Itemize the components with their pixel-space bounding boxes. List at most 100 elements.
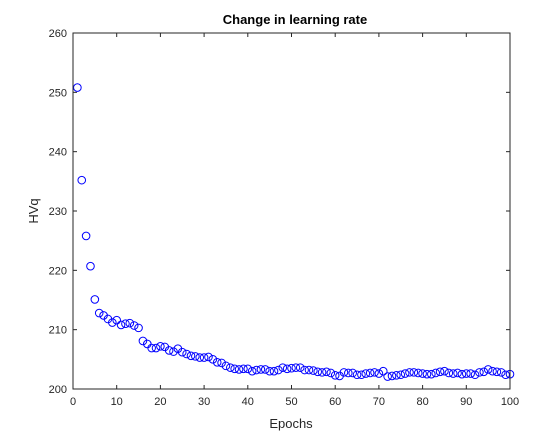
data-point	[129, 321, 139, 330]
x-tick-label: 60	[329, 396, 341, 408]
data-point	[466, 369, 475, 378]
x-tick-label: 100	[501, 396, 519, 408]
data-point	[234, 365, 244, 374]
data-point	[383, 372, 392, 381]
data-point	[269, 366, 279, 376]
data-point	[357, 370, 366, 380]
x-tick-label: 20	[154, 396, 166, 408]
data-point	[217, 358, 226, 368]
data-point	[317, 368, 327, 377]
data-point	[195, 353, 205, 362]
data-point	[138, 336, 148, 346]
data-point	[230, 364, 239, 374]
data-point	[440, 366, 449, 376]
data-point	[453, 368, 462, 378]
x-axis-label: Epochs	[269, 416, 313, 431]
data-point	[226, 363, 235, 372]
data-point	[413, 368, 423, 378]
data-point	[462, 369, 471, 378]
tick-layer: 0 10 20 30 40 50 60 70 80 90 100 200 210 220 230 240 250…	[49, 28, 520, 408]
x-tick-label: 70	[373, 396, 385, 408]
data-point	[278, 363, 288, 372]
data-point	[151, 343, 161, 353]
data-point	[396, 370, 406, 380]
data-point	[256, 365, 266, 374]
data-point	[108, 318, 117, 327]
data-point	[112, 315, 121, 325]
x-tick-label: 0	[70, 396, 76, 408]
data-point	[177, 347, 187, 357]
data-point	[422, 369, 432, 379]
data-point	[492, 367, 502, 377]
data-point	[304, 365, 314, 375]
data-point	[374, 369, 384, 378]
data-point	[470, 370, 480, 380]
data-points	[73, 83, 515, 381]
data-point	[199, 353, 209, 362]
data-point	[483, 365, 493, 374]
data-point	[496, 368, 506, 377]
data-point	[444, 368, 454, 378]
data-point	[300, 365, 309, 375]
data-point	[125, 318, 135, 328]
data-point	[344, 368, 353, 378]
y-tick-label: 250	[49, 87, 67, 99]
data-point	[208, 355, 218, 364]
data-point	[243, 364, 253, 374]
data-point	[387, 371, 397, 381]
data-point	[457, 369, 467, 379]
x-tick-label: 80	[416, 396, 428, 408]
data-point	[409, 368, 419, 377]
y-tick-label: 220	[49, 265, 67, 277]
data-point	[309, 366, 318, 375]
data-point	[204, 352, 213, 362]
data-point	[392, 371, 401, 380]
data-point	[81, 231, 91, 241]
data-point	[247, 366, 257, 376]
data-point	[501, 370, 510, 380]
data-point	[370, 368, 379, 377]
data-point	[239, 364, 248, 374]
data-point	[405, 368, 414, 377]
data-point	[265, 366, 274, 376]
data-point	[348, 368, 357, 378]
data-point	[116, 320, 126, 330]
data-point	[73, 83, 82, 92]
data-point	[365, 368, 375, 378]
data-point	[427, 369, 436, 379]
data-point	[212, 358, 222, 367]
y-tick-label: 240	[49, 147, 67, 159]
chart-title: Change in learning rate	[223, 12, 367, 27]
data-point	[361, 369, 371, 378]
data-point	[282, 364, 292, 374]
data-point	[295, 363, 305, 372]
data-point	[90, 295, 100, 304]
data-point	[221, 361, 231, 371]
data-point	[147, 343, 156, 353]
data-point	[287, 363, 296, 373]
data-point	[339, 368, 349, 377]
data-point	[156, 341, 165, 351]
x-tick-label: 90	[460, 396, 472, 408]
data-point	[191, 352, 200, 361]
x-tick-label: 10	[111, 396, 123, 408]
data-point	[252, 365, 261, 375]
data-point	[326, 368, 336, 378]
y-axis-label: HVq	[26, 198, 41, 223]
data-point	[94, 308, 104, 318]
data-point	[448, 369, 458, 378]
data-point	[169, 347, 178, 356]
data-point	[475, 368, 484, 377]
data-point	[435, 367, 445, 377]
y-tick-label: 210	[49, 325, 67, 337]
data-point	[479, 367, 489, 377]
data-point	[164, 346, 174, 355]
data-point	[378, 366, 388, 376]
y-tick-label: 230	[49, 206, 67, 218]
y-tick-label: 200	[49, 384, 67, 396]
data-point	[260, 365, 270, 374]
data-point	[400, 369, 410, 378]
x-tick-label: 30	[198, 396, 210, 408]
